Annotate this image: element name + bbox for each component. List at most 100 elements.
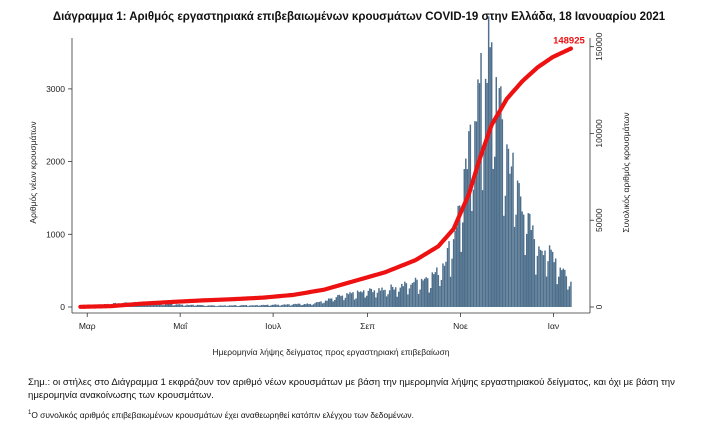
- bar: [163, 304, 165, 307]
- bar: [238, 305, 240, 307]
- bar: [235, 305, 237, 307]
- bar: [544, 250, 546, 307]
- bar: [171, 303, 173, 307]
- bar: [291, 304, 293, 307]
- bar: [538, 246, 540, 307]
- bar: [457, 205, 459, 307]
- bar: [314, 303, 316, 307]
- bar: [526, 233, 528, 307]
- bar: [570, 281, 572, 307]
- bar: [152, 304, 155, 307]
- bar: [274, 304, 277, 307]
- bar: [315, 302, 318, 307]
- bar: [524, 254, 526, 307]
- bar: [419, 289, 421, 307]
- bar: [388, 290, 391, 307]
- bar: [334, 300, 336, 307]
- bar: [385, 296, 388, 307]
- bar: [271, 304, 274, 307]
- bar: [295, 304, 298, 307]
- bar: [186, 304, 188, 307]
- bar: [276, 304, 278, 307]
- x-axis-label: Ημερομηνία λήψης δείγματος προς εργαστηρ…: [212, 347, 449, 357]
- bar: [500, 86, 502, 307]
- cumulative-cases-line: [78, 46, 574, 309]
- chart-note: Σημ.: οι στήλες στο Διάγραμμα 1 εκφράζου…: [28, 377, 675, 401]
- x-tick-label: Μαΐ: [173, 321, 188, 331]
- bar: [180, 304, 182, 307]
- bar: [478, 83, 481, 307]
- bar: [167, 303, 170, 307]
- bar: [370, 288, 373, 307]
- bar: [446, 247, 449, 307]
- bar: [231, 305, 234, 307]
- bar: [533, 239, 536, 307]
- bar: [236, 306, 238, 307]
- bar: [559, 267, 561, 307]
- bar: [448, 241, 450, 307]
- bar: [190, 304, 193, 307]
- bar: [522, 214, 525, 307]
- bar: [361, 292, 363, 307]
- bar: [506, 144, 508, 307]
- bar: [462, 222, 464, 307]
- bar: [497, 112, 499, 308]
- bar: [381, 287, 383, 307]
- bar: [283, 304, 286, 307]
- bar: [518, 183, 520, 307]
- bar: [201, 305, 203, 307]
- bar: [475, 121, 478, 307]
- bar: [420, 278, 423, 307]
- bar: [564, 269, 566, 307]
- bar: [405, 283, 408, 307]
- bar: [242, 305, 245, 307]
- y-tick-label: 2000: [46, 157, 65, 167]
- bar: [558, 276, 560, 307]
- bar: [263, 305, 266, 307]
- bar: [347, 294, 350, 307]
- bar: [218, 305, 220, 307]
- bar: [181, 304, 184, 307]
- bar: [303, 303, 306, 307]
- bar: [542, 255, 545, 307]
- bar: [451, 258, 453, 307]
- bar: [458, 205, 461, 307]
- bar: [245, 305, 248, 307]
- covid-cases-chart: 0 1000 2000 3000 0 50000 100000 150000 Μαρ Μαΐ Ιου…: [28, 16, 631, 357]
- bar: [239, 305, 242, 307]
- bar: [507, 148, 510, 307]
- bar: [349, 292, 351, 307]
- y2-tick-label: 150000: [594, 32, 604, 61]
- bar: [417, 293, 420, 307]
- bar: [172, 305, 175, 307]
- x-tick-label: Ιαν: [548, 321, 560, 331]
- bar: [305, 304, 307, 307]
- bar: [244, 305, 246, 307]
- bar: [216, 306, 219, 307]
- bar: [230, 305, 232, 307]
- bar: [477, 79, 479, 307]
- bar: [372, 292, 374, 307]
- bar: [393, 289, 395, 307]
- bar: [268, 305, 270, 307]
- bar: [390, 284, 392, 307]
- bar: [175, 304, 178, 307]
- bar: [468, 131, 470, 307]
- bar: [233, 305, 235, 307]
- bar: [480, 52, 482, 308]
- bar: [545, 276, 548, 307]
- bar: [423, 278, 426, 307]
- bar: [452, 239, 455, 307]
- bar: [413, 281, 415, 307]
- bar: [359, 291, 362, 307]
- bar: [178, 304, 181, 307]
- bar: [174, 305, 176, 307]
- bar: [285, 304, 287, 307]
- bar: [512, 152, 514, 307]
- bar: [318, 301, 321, 307]
- bar: [356, 290, 359, 307]
- bar: [222, 305, 225, 307]
- bar: [169, 303, 171, 307]
- bar: [541, 250, 543, 307]
- bar: [203, 305, 205, 307]
